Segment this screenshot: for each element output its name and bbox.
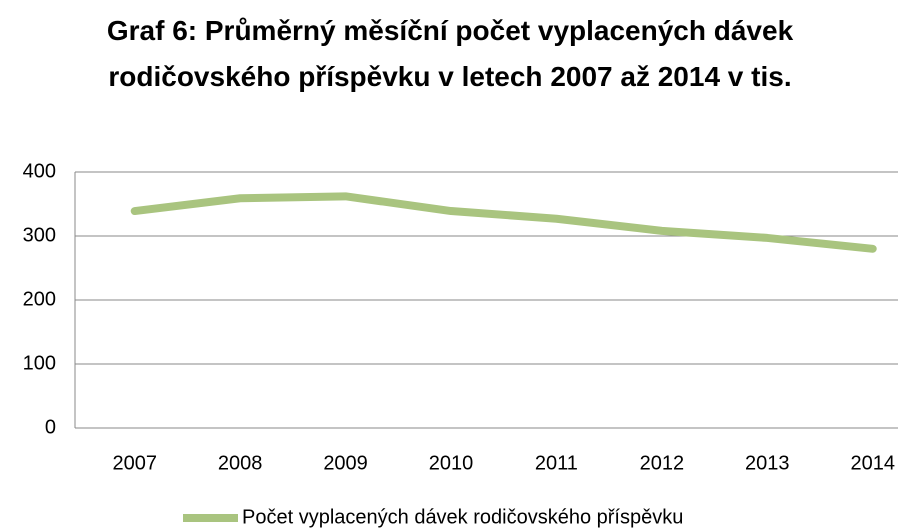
y-tick-label: 200	[23, 288, 56, 310]
x-tick-label: 2012	[640, 452, 685, 474]
data-line	[130, 192, 877, 253]
x-tick-label: 2010	[429, 452, 474, 474]
y-tick-label: 0	[45, 416, 56, 438]
y-tick-label: 300	[23, 224, 56, 246]
x-tick-label: 2009	[323, 452, 368, 474]
x-tick-label: 2008	[218, 452, 263, 474]
chart-title: Graf 6: Průměrný měsíční počet vyplacený…	[106, 15, 794, 92]
x-tick-label: 2007	[112, 452, 157, 474]
legend-label: Počet vyplacených dávek rodičovského pří…	[242, 506, 683, 528]
y-tick-label: 400	[23, 160, 56, 182]
x-tick-label: 2014	[850, 452, 895, 474]
x-tick-label: 2011	[535, 452, 578, 474]
x-tick-label: 2013	[745, 452, 790, 474]
y-tick-label: 100	[23, 352, 56, 374]
